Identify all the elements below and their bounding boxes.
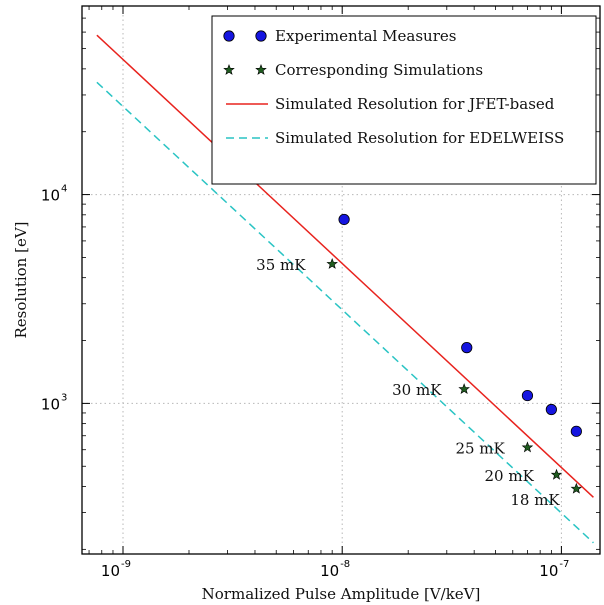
x-tick-label: 10 -8: [320, 559, 350, 580]
legend-label: Corresponding Simulations: [275, 61, 483, 79]
legend-entry: Experimental Measures: [223, 27, 456, 45]
data-point-star: [570, 482, 583, 494]
tick-labels: 10 -9 10 -8 10 -710 310 4: [41, 184, 569, 580]
legend-label: Experimental Measures: [275, 27, 456, 45]
point-annotation: 35 mK: [256, 256, 306, 274]
data-point-circle: [545, 403, 557, 416]
point-annotation: 30 mK: [392, 381, 442, 399]
data-point-circle: [461, 342, 473, 354]
data-point-star: [326, 257, 338, 269]
legend-marker-swatch: [255, 63, 267, 75]
data-point-circle: [338, 213, 350, 226]
data-point-star: [550, 468, 563, 480]
y-tick-exponent: 3: [61, 392, 67, 403]
legend-marker-swatch: [223, 63, 235, 75]
legend-label: Simulated Resolution for JFET-based: [275, 95, 555, 113]
axis-ticks: [82, 6, 600, 554]
data-point-star: [521, 441, 534, 453]
legend-entry: Corresponding Simulations: [223, 61, 483, 79]
y-axis-title: Resolution [eV]: [12, 221, 30, 338]
legend: Experimental Measures Corresponding Simul…: [211, 15, 597, 185]
x-tick-base: 10: [320, 562, 339, 580]
x-tick-base: 10: [539, 562, 558, 580]
series-line: [96, 34, 594, 498]
legend-marker-swatch: [223, 30, 235, 42]
y-tick-exponent: 4: [61, 184, 67, 195]
data-point-star: [458, 383, 470, 395]
x-tick-label: 10 -9: [101, 559, 131, 580]
series-lines: [96, 34, 594, 544]
point-annotations: 35 mK 30 mK 25 mK 20 mK 18 mK: [256, 256, 560, 509]
x-tick-base: 10: [101, 562, 120, 580]
legend-entry: Simulated Resolution for JFET-based: [226, 95, 555, 113]
y-tick-base: 10: [41, 187, 60, 205]
y-tick-base: 10: [41, 395, 60, 413]
x-tick-exponent: -9: [121, 559, 131, 570]
x-tick-exponent: -8: [340, 559, 350, 570]
point-annotation: 18 mK: [510, 491, 560, 509]
y-tick-label: 10 3: [41, 392, 67, 413]
x-axis-title: Normalized Pulse Amplitude [V/keV]: [202, 585, 481, 603]
legend-entry: Simulated Resolution for EDELWEISS: [226, 129, 564, 147]
legend-box: [211, 15, 597, 185]
data-point-circle: [570, 425, 582, 437]
legend-marker-swatch: [255, 30, 267, 42]
data-point-circle: [521, 389, 534, 402]
point-annotation: 20 mK: [485, 467, 535, 485]
series-markers: [326, 213, 583, 494]
plot-frame: [81, 5, 601, 555]
y-tick-label: 10 4: [41, 184, 67, 205]
legend-label: Simulated Resolution for EDELWEISS: [275, 129, 564, 147]
series-line: [96, 81, 594, 544]
x-tick-label: 10 -7: [539, 559, 569, 580]
point-annotation: 25 mK: [455, 439, 505, 457]
x-tick-exponent: -7: [559, 559, 569, 570]
